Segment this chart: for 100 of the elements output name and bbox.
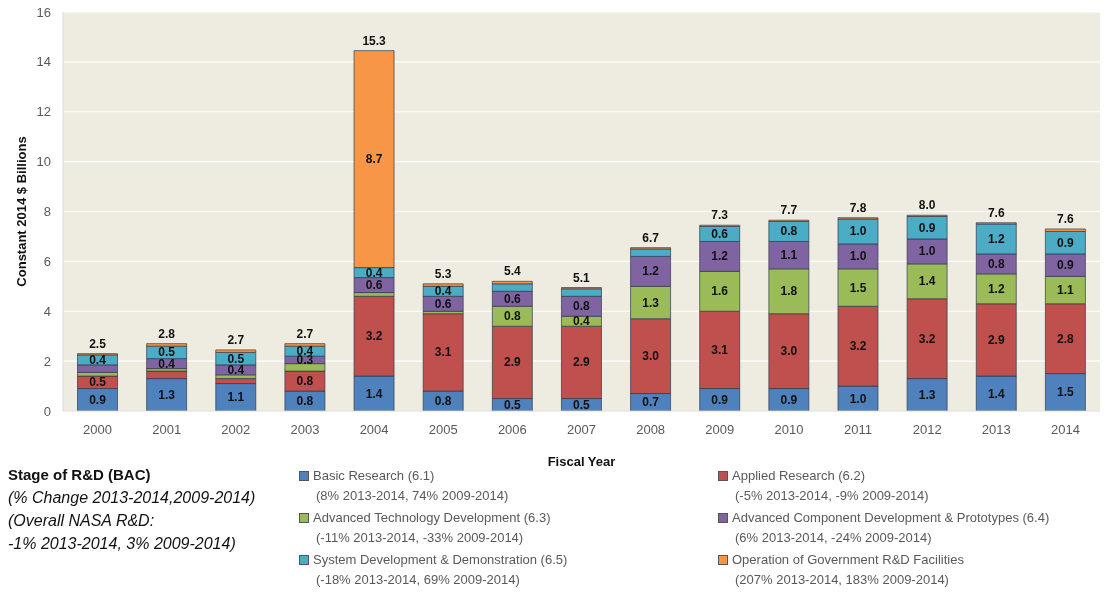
y-tick-label: 0	[43, 403, 51, 419]
legend-label: Advanced Component Development & Prototypes (6.4) (6% 2013-2014, -24% 2009-2014)	[732, 509, 1050, 547]
data-label: 0.4	[434, 284, 452, 299]
x-axis-title: Fiscal Year	[547, 454, 616, 469]
y-tick-label: 8	[43, 204, 51, 220]
data-label: 0.4	[89, 352, 107, 367]
x-tick-label: 2004	[359, 422, 389, 438]
data-label: 1.4	[918, 274, 936, 289]
y-tick-label: 6	[43, 253, 51, 269]
data-label: 1.0	[849, 224, 867, 239]
data-label: 1.0	[918, 244, 936, 259]
data-label: 0.8	[296, 374, 314, 389]
data-label: 8.7	[365, 152, 383, 167]
data-label: 1.8	[780, 284, 798, 299]
data-label: 0.7	[642, 395, 660, 410]
x-tick-label: 2013	[981, 422, 1011, 438]
data-label: 3.2	[849, 339, 867, 354]
data-label: 1.0	[849, 391, 867, 406]
data-label: 1.2	[642, 264, 660, 279]
x-tick-label: 2005	[428, 422, 458, 438]
total-label: 2.8	[158, 326, 176, 341]
legend-label: Applied Research (6.2) (-5% 2013-2014, -9% 2009-2014)	[732, 467, 929, 505]
data-label: 0.9	[1057, 258, 1075, 273]
data-label: 1.5	[849, 280, 867, 295]
x-tick-label: 2014	[1050, 422, 1080, 438]
legend-label: Basic Research (6.1) (8% 2013-2014, 74% 2009-2014)	[313, 467, 509, 505]
data-label: 1.1	[1057, 283, 1075, 298]
data-label: 1.3	[918, 387, 936, 402]
total-label: 7.3	[711, 208, 729, 223]
data-label: 2.8	[1057, 331, 1075, 346]
x-tick-label: 2008	[636, 422, 666, 438]
data-label: 1.6	[711, 284, 729, 299]
legend-label: Operation of Government R&D Facilities (207% 2013-2014, 183% 2009-2014)	[732, 551, 964, 589]
data-label: 2.9	[503, 355, 521, 370]
x-tick-label: 2012	[912, 422, 942, 438]
data-label: 0.8	[987, 256, 1005, 271]
data-label: 2.9	[573, 355, 591, 370]
y-tick-label: 14	[36, 54, 51, 70]
x-tick-label: 2006	[497, 422, 527, 438]
text: (% Change 2013-2014,2009-2014)	[8, 488, 256, 508]
data-label: 1.1	[227, 390, 245, 405]
y-axis-title: Constant 2014 $ Billions	[13, 136, 29, 287]
data-label: 0.6	[365, 278, 383, 293]
x-tick-label: 2007	[567, 422, 596, 438]
x-tick-label: 2003	[290, 422, 320, 438]
data-label: 0.8	[780, 224, 798, 239]
data-label: 1.4	[987, 386, 1005, 401]
x-tick-label: 2011	[844, 422, 873, 438]
total-label: 8.0	[918, 198, 936, 213]
total-label: 5.4	[503, 264, 521, 279]
data-label: 1.3	[642, 295, 660, 310]
data-label: 0.9	[711, 392, 729, 407]
data-label: 1.0	[849, 249, 867, 264]
data-label: 1.2	[987, 231, 1005, 246]
data-label: 0.8	[573, 299, 591, 314]
data-label: 0.9	[918, 220, 936, 235]
legend-title: Stage of R&D (BAC)	[8, 465, 152, 485]
annotation: 15.3	[362, 33, 387, 48]
total-label: 2.7	[296, 326, 314, 341]
data-label: 0.5	[573, 397, 591, 412]
data-label: 3.0	[780, 344, 798, 359]
y-tick-label: 12	[36, 104, 51, 120]
y-tick-label: 4	[43, 303, 51, 319]
y-tick-label: 10	[36, 154, 51, 170]
data-label: 0.4	[365, 265, 383, 280]
y-tick-label: 2	[43, 353, 51, 369]
text: (Overall NASA R&D: -1% 2013-2014, 3% 2009-2014)	[8, 511, 237, 554]
data-label: 0.8	[503, 309, 521, 324]
data-label: 1.4	[365, 386, 383, 401]
x-tick-label: 2010	[774, 422, 804, 438]
x-tick-label: 2002	[221, 422, 251, 438]
x-tick-label: 2000	[83, 422, 113, 438]
x-tick-label: 2009	[705, 422, 735, 438]
data-label: 3.2	[365, 329, 383, 344]
data-label: 1.2	[711, 249, 729, 264]
data-label: 1.2	[987, 281, 1005, 296]
data-label: 3.1	[434, 345, 452, 360]
x-tick-label: 2001	[152, 422, 182, 438]
data-label: 0.5	[89, 375, 107, 390]
total-label: 7.6	[987, 205, 1005, 220]
total-label: 2.7	[227, 332, 245, 347]
data-label: 0.5	[503, 397, 521, 412]
total-label: 7.7	[780, 203, 798, 218]
data-label: 0.6	[711, 226, 729, 241]
total-label: 2.5	[89, 336, 107, 351]
data-label: 1.1	[780, 248, 798, 263]
data-label: 3.2	[918, 331, 936, 346]
total-label: 6.7	[642, 230, 660, 245]
data-label: 0.9	[780, 392, 798, 407]
legend-label: System Development & Demonstration (6.5) (-18% 2013-2014, 69% 2009-2014)	[313, 551, 568, 589]
data-label: 1.5	[1057, 385, 1075, 400]
data-label: 3.1	[711, 342, 729, 357]
y-tick-label: 16	[36, 4, 51, 20]
total-label: 5.3	[434, 266, 452, 281]
total-label: 7.8	[849, 200, 867, 215]
data-label: 0.6	[434, 296, 452, 311]
data-label: 0.8	[296, 394, 314, 409]
data-label: 0.9	[1057, 235, 1075, 250]
data-label: 0.6	[503, 291, 521, 306]
data-label: 1.3	[158, 387, 176, 402]
